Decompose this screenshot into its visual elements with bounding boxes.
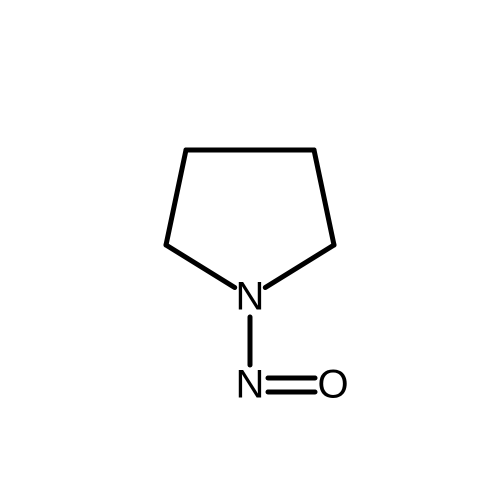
molecule-diagram bbox=[0, 0, 500, 500]
atom-label-o1: O bbox=[317, 363, 348, 408]
atom-label-n2: N bbox=[236, 363, 265, 408]
atom-label-n1: N bbox=[236, 275, 265, 320]
